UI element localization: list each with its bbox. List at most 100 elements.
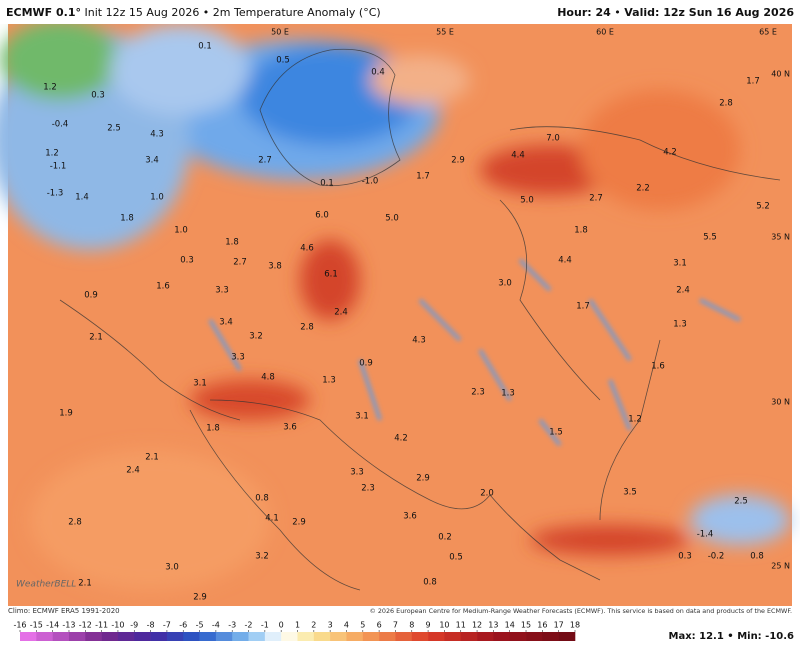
- colorbar-cell: [20, 632, 37, 641]
- anomaly-label: 2.2: [636, 184, 650, 194]
- colorbar-tick-label: -4: [212, 621, 220, 630]
- anomaly-label: -1.4: [697, 530, 714, 540]
- longitude-label: 50 E: [271, 28, 289, 37]
- anomaly-label: 0.4: [371, 68, 385, 78]
- anomaly-label: 3.6: [283, 423, 297, 433]
- colorbar-tick-label: 5: [360, 621, 365, 630]
- colorbar-cell: [101, 632, 119, 641]
- colorbar-tick-label: 7: [393, 621, 398, 630]
- anomaly-label: 1.8: [120, 214, 134, 224]
- anomaly-label: 0.9: [84, 291, 98, 301]
- anomaly-label: 3.3: [231, 353, 245, 363]
- colorbar-tick-label: 0: [279, 621, 284, 630]
- colorbar-cell: [395, 632, 413, 641]
- anomaly-label: 3.1: [193, 379, 207, 389]
- colorbar-tick-label: -7: [163, 621, 171, 630]
- anomaly-label: -0.4: [52, 120, 69, 130]
- anomaly-label: 0.9: [359, 359, 373, 369]
- colorbar-tick-label: 17: [554, 621, 564, 630]
- colorbar-tick-label: -12: [79, 621, 92, 630]
- longitude-label: 55 E: [436, 28, 454, 37]
- anomaly-label: 1.0: [174, 226, 188, 236]
- anomaly-label: 6.0: [315, 211, 329, 221]
- colorbar-cell: [411, 632, 429, 641]
- colorbar-cell: [297, 632, 315, 641]
- anomaly-label: 2.8: [300, 323, 314, 333]
- anomaly-label: 0.3: [678, 552, 692, 562]
- anomaly-label: 2.9: [416, 474, 430, 484]
- watermark: WeatherBELL: [16, 580, 76, 590]
- anomaly-label: -0.2: [708, 552, 725, 562]
- anomaly-label: 2.5: [107, 124, 121, 134]
- anomaly-label: 3.2: [249, 332, 263, 342]
- anomaly-label: 3.3: [350, 468, 364, 478]
- anomaly-label: 1.7: [746, 77, 760, 87]
- anomaly-label: 2.8: [68, 518, 82, 528]
- anomaly-label: 1.2: [43, 83, 57, 93]
- colorbar-cell: [248, 632, 266, 641]
- anomaly-label: 1.6: [156, 282, 170, 292]
- anomaly-label: 1.7: [416, 172, 430, 182]
- anomaly-label: 2.4: [334, 308, 348, 318]
- colorbar-cell: [36, 632, 53, 641]
- anomaly-label: 2.7: [258, 156, 272, 166]
- colorbar-cell: [526, 632, 543, 641]
- anomaly-label: 0.5: [276, 56, 290, 66]
- latitude-label: 35 N: [771, 233, 790, 242]
- colorbar-tick-label: 12: [472, 621, 482, 630]
- anomaly-label: 4.4: [511, 151, 525, 161]
- colorbar-cell: [166, 632, 184, 641]
- anomaly-label: 3.6: [403, 512, 417, 522]
- colorbar-tick-label: -15: [30, 621, 43, 630]
- anomaly-label: 3.4: [219, 318, 233, 328]
- latitude-label: 25 N: [771, 562, 790, 571]
- colorbar-tick-label: 16: [537, 621, 547, 630]
- anomaly-label: 4.4: [558, 256, 572, 266]
- latitude-label: 30 N: [771, 398, 790, 407]
- anomaly-label: 1.5: [549, 428, 563, 438]
- anomaly-label: 4.1: [265, 514, 279, 524]
- anomaly-label: 1.3: [322, 376, 336, 386]
- colorbar-cell: [428, 632, 445, 641]
- anomaly-label: 1.3: [501, 389, 515, 399]
- anomaly-label: 7.0: [546, 134, 560, 144]
- colorbar-cell: [264, 632, 282, 641]
- colorbar-cell: [542, 632, 559, 641]
- colorbar-cell: [232, 632, 249, 641]
- anomaly-label: 2.1: [89, 333, 103, 343]
- anomaly-label: 4.8: [261, 373, 275, 383]
- colorbar-tick-label: 15: [521, 621, 531, 630]
- colorbar-tick-label: 1: [295, 621, 300, 630]
- anomaly-label: 2.9: [292, 518, 306, 528]
- colorbar: -16 -15 -14 -13 -12 -11 -10 -9 -8 -7 -6 -5 -4 -3 -2 -1 0…: [13, 621, 580, 641]
- colorbar-cell: [215, 632, 233, 641]
- anomaly-label: 3.1: [673, 259, 687, 269]
- colorbar-tick-label: 8: [409, 621, 414, 630]
- colorbar-cell: [379, 632, 396, 641]
- colorbar-cell: [313, 632, 331, 641]
- anomaly-label: 0.3: [180, 256, 194, 266]
- header-model: ECMWF 0.1° Init 12z 15 Aug 2026 • 2m Tem…: [6, 6, 381, 19]
- anomaly-label: 2.7: [589, 194, 603, 204]
- anomaly-label: 0.8: [750, 552, 764, 562]
- colorbar-cell: [85, 632, 102, 641]
- colorbar-cell: [477, 632, 494, 641]
- colorbar-cell: [199, 632, 217, 641]
- colorbar-cell: [362, 632, 380, 641]
- anomaly-label: 3.8: [268, 262, 282, 272]
- colorbar-cell: [330, 632, 347, 641]
- colorbar-tick-label: -5: [196, 621, 204, 630]
- anomaly-label: -1.1: [50, 162, 67, 172]
- colorbar-cell: [117, 632, 135, 641]
- anomaly-label: 4.6: [300, 244, 314, 254]
- colorbar-cell: [493, 632, 511, 641]
- colorbar-tick-label: -13: [62, 621, 75, 630]
- anomaly-label: 1.0: [150, 193, 164, 203]
- latitude-label: 40 N: [771, 70, 790, 79]
- anomaly-label: 3.3: [215, 286, 229, 296]
- anomaly-label: 1.2: [45, 149, 59, 159]
- colorbar-tick-label: 2: [311, 621, 316, 630]
- map-labels: 0.1 0.5 0.4 1.7 2.8 1.2 0.3 -0.4 2.5 4.3 7.0 1.2 3.4…: [43, 42, 770, 603]
- anomaly-label: 2.8: [719, 99, 733, 109]
